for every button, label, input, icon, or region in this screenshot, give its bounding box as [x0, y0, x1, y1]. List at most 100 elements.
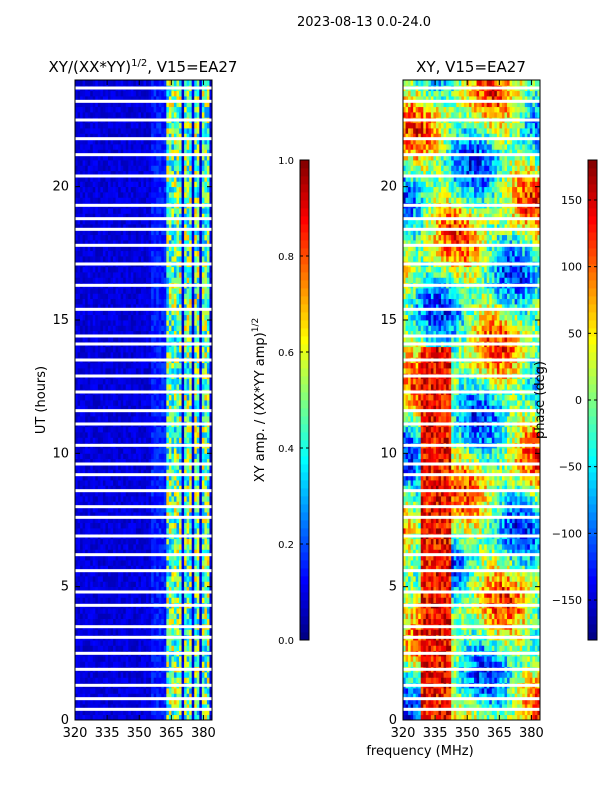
heatmap-cell	[128, 229, 132, 236]
heatmap-cell	[140, 346, 144, 353]
heatmap-cell	[113, 549, 116, 556]
heatmap-cell	[138, 576, 142, 582]
heatmap-cell	[168, 522, 172, 529]
heatmap-cell	[105, 384, 109, 390]
heatmap-cell	[140, 416, 144, 422]
heatmap-cell	[110, 698, 114, 705]
heatmap-cell	[173, 368, 177, 374]
heatmap-cell	[199, 592, 203, 598]
heatmap-cell	[206, 656, 210, 662]
heatmap-cell	[118, 480, 122, 486]
heatmap-cell	[186, 661, 190, 668]
heatmap-cell	[179, 245, 182, 252]
heatmap-cell	[97, 336, 101, 342]
heatmap-cell	[194, 400, 198, 406]
heatmap-cell	[80, 394, 84, 401]
heatmap-cell	[85, 570, 89, 577]
heatmap-cell	[163, 320, 167, 326]
heatmap-cell	[130, 378, 134, 385]
heatmap-cell	[184, 432, 188, 438]
heatmap-cell	[151, 522, 155, 529]
heatmap-cell	[156, 464, 160, 470]
heatmap-cell	[92, 400, 96, 406]
heatmap-cell	[107, 560, 111, 566]
heatmap-cell	[133, 352, 137, 358]
heatmap-cell	[140, 597, 144, 604]
heatmap-cell	[196, 714, 200, 721]
heatmap-cell	[173, 480, 177, 486]
heatmap-cell	[128, 656, 132, 662]
heatmap-cell	[140, 522, 144, 529]
heatmap-cell	[95, 480, 99, 486]
heatmap-cell	[181, 714, 185, 721]
heatmap-cell	[125, 394, 129, 401]
heatmap-cell	[206, 336, 210, 342]
heatmap-cell	[77, 346, 81, 353]
heatmap-cell	[77, 474, 81, 481]
heatmap-cell	[75, 693, 78, 700]
heatmap-cell	[82, 576, 86, 582]
heatmap-cell	[184, 485, 188, 492]
heatmap-cell	[156, 330, 160, 337]
heatmap-cell	[135, 501, 139, 508]
heatmap-cell	[179, 661, 182, 668]
heatmap-cell	[82, 293, 86, 300]
heatmap-cell	[80, 266, 84, 273]
heatmap-cell	[123, 448, 127, 454]
heatmap-cell	[90, 597, 94, 604]
heatmap-cell	[118, 714, 122, 721]
heatmap-cell	[151, 346, 155, 353]
heatmap-cell	[184, 250, 188, 257]
heatmap-cell	[146, 560, 149, 566]
heatmap-cell	[82, 298, 86, 305]
heatmap-cell	[85, 368, 89, 374]
heatmap-cell	[151, 480, 155, 486]
heatmap-cell	[87, 266, 91, 273]
heatmap-cell	[82, 314, 86, 321]
heatmap-cell	[77, 234, 81, 241]
heatmap-cell	[176, 522, 180, 529]
heatmap-cell	[194, 704, 198, 710]
heatmap-cell	[97, 501, 101, 508]
heatmap-cell	[184, 592, 188, 598]
heatmap-cell	[80, 501, 84, 508]
heatmap-cell	[204, 384, 208, 390]
heatmap-cell	[184, 458, 188, 465]
heatmap-cell	[107, 698, 111, 705]
heatmap-cell	[191, 592, 195, 598]
heatmap-cell	[179, 704, 182, 710]
heatmap-cell	[199, 677, 203, 684]
heatmap-cell	[77, 714, 81, 721]
heatmap-cell	[189, 437, 193, 444]
heatmap-cell	[153, 592, 157, 598]
heatmap-cell	[128, 496, 132, 502]
heatmap-cell	[179, 298, 182, 305]
heatmap-cell	[138, 512, 142, 518]
heatmap-cell	[140, 512, 144, 518]
heatmap-cell	[151, 394, 155, 401]
heatmap-cell	[156, 677, 160, 684]
heatmap-cell	[201, 325, 205, 332]
heatmap-cell	[194, 432, 198, 438]
heatmap-cell	[196, 240, 200, 246]
heatmap-cell	[146, 709, 149, 716]
heatmap-cell	[138, 464, 142, 470]
heatmap-cell	[130, 394, 134, 401]
heatmap-cell	[191, 309, 195, 316]
heatmap-cell	[191, 405, 195, 412]
heatmap-cell	[97, 405, 101, 412]
heatmap-cell	[191, 394, 195, 401]
heatmap-cell	[100, 474, 104, 481]
heatmap-cell	[166, 426, 170, 433]
heatmap-cell	[194, 693, 198, 700]
heatmap-cell	[85, 224, 89, 230]
heatmap-cell	[133, 629, 137, 636]
heatmap-cell	[85, 688, 89, 694]
heatmap-cell	[130, 256, 134, 262]
heatmap-cell	[107, 485, 111, 492]
heatmap-cell	[171, 618, 175, 625]
heatmap-cell	[163, 565, 167, 572]
heatmap-cell	[82, 709, 86, 716]
heatmap-cell	[113, 293, 116, 300]
heatmap-cell	[110, 544, 114, 550]
